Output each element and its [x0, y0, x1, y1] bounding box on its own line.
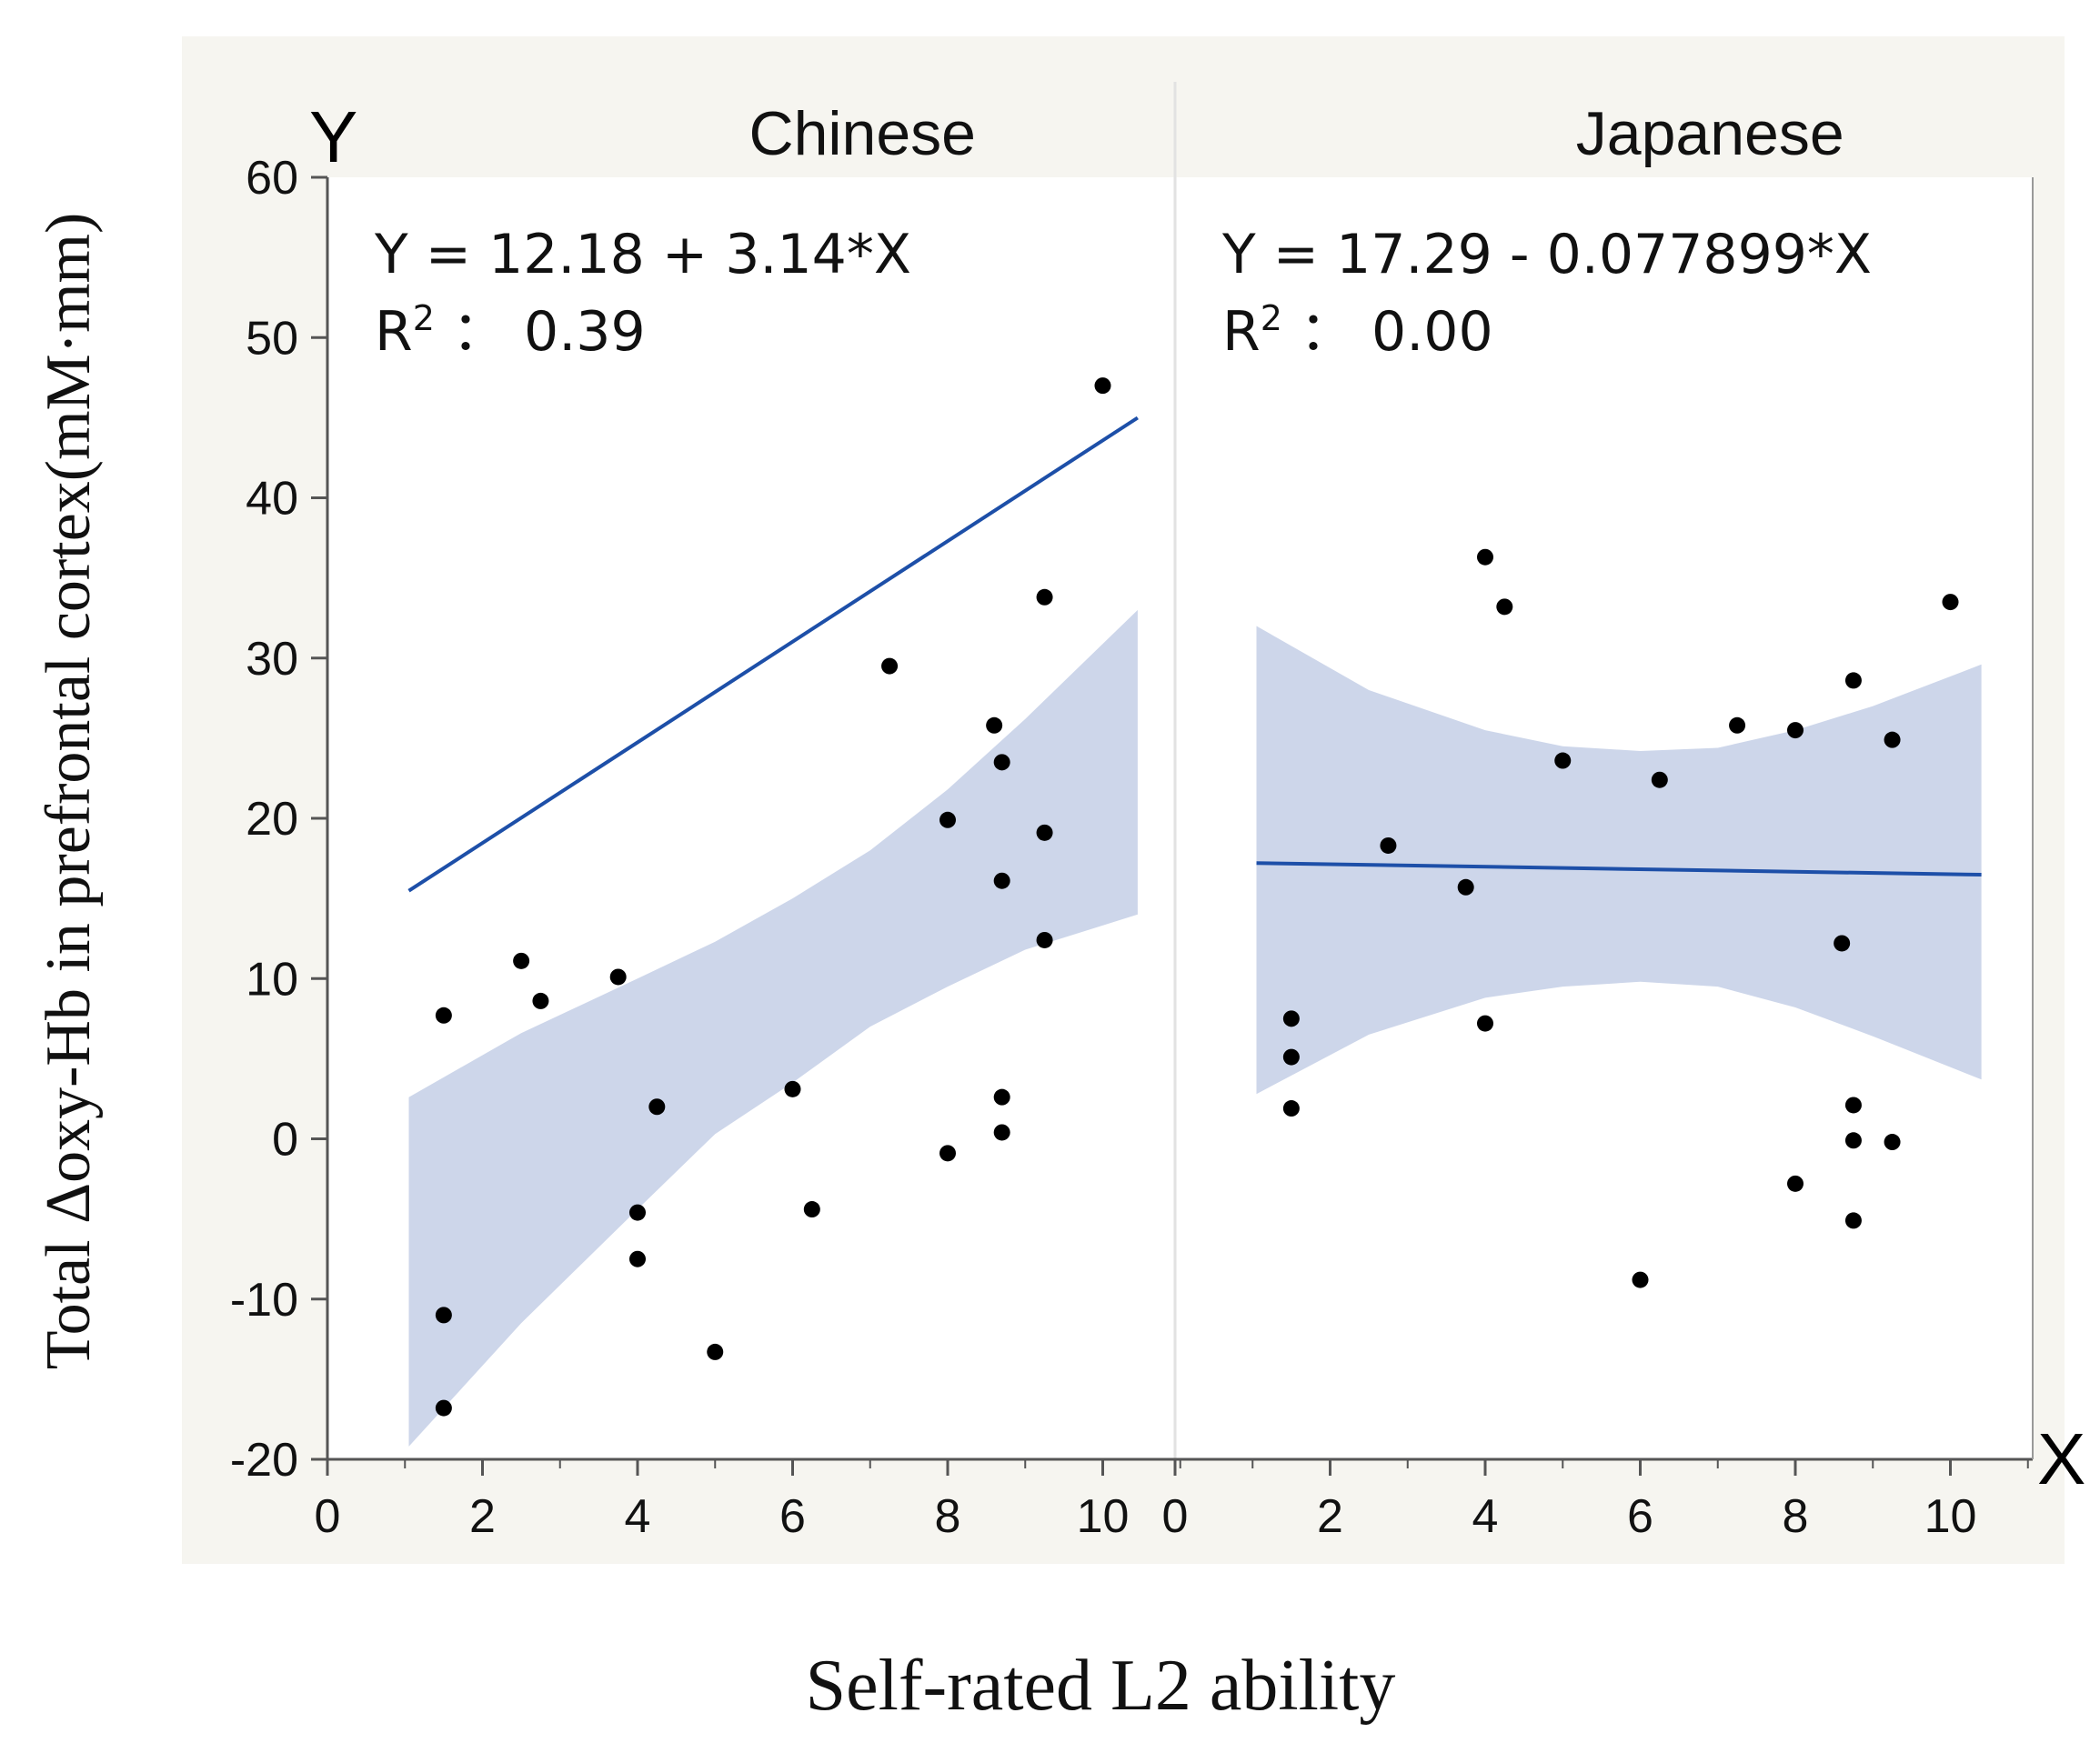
data-point [1844, 1097, 1862, 1114]
y-tick-label: 0 [272, 1114, 298, 1167]
x-tick-label: 0 [1162, 1490, 1189, 1543]
data-point [513, 952, 530, 969]
data-point [1632, 1271, 1649, 1288]
y-tick-label: 10 [246, 953, 298, 1006]
data-point [1884, 731, 1901, 748]
y-tick-label: -20 [230, 1434, 298, 1487]
x-tick-label: 8 [1783, 1490, 1809, 1543]
r-squared-letter: R [375, 300, 413, 364]
data-point [1554, 752, 1572, 769]
data-point [939, 811, 956, 828]
data-point [881, 657, 899, 675]
y-tick-label: 30 [246, 633, 298, 686]
data-point [629, 1204, 646, 1221]
facet-title-chinese: Chinese [749, 99, 976, 168]
r-squared-value: ： 0.00 [1282, 300, 1493, 364]
data-point [993, 1124, 1010, 1141]
data-point [1036, 824, 1053, 841]
x-axis-label: Self-rated L2 ability [806, 1646, 1396, 1726]
data-point [1477, 1015, 1493, 1032]
y-tick-label: 40 [246, 473, 298, 526]
data-point [1457, 878, 1474, 896]
data-point [648, 1098, 666, 1116]
data-point [1477, 548, 1493, 566]
fit-line-japanese [1256, 861, 1982, 877]
panel-chinese: Chinese Y = 12.18 + 3.14*X R2 ： 0.39 [374, 99, 1139, 1447]
y-tick-label: 60 [246, 152, 298, 205]
r-squared-superscript: 2 [1261, 298, 1282, 338]
data-point [993, 1088, 1010, 1106]
data-point [1787, 1175, 1804, 1192]
data-point [1787, 722, 1804, 739]
x-tick-label: 4 [625, 1490, 651, 1543]
data-point [1844, 672, 1862, 689]
x-tick-label: 4 [1472, 1490, 1499, 1543]
data-point [1282, 1100, 1300, 1117]
confidence-band-japanese [1256, 626, 1982, 1095]
r-squared-chinese: R2 ： 0.39 [375, 298, 646, 364]
data-point [1834, 935, 1851, 952]
r-squared-value: ： 0.39 [435, 300, 646, 364]
x-tick-label: 8 [935, 1490, 961, 1543]
x-tick-label: 0 [315, 1490, 341, 1543]
data-point [1729, 716, 1746, 734]
y-tick-label: 50 [246, 312, 298, 365]
x-tick-label: 2 [469, 1490, 496, 1543]
data-point [1282, 1010, 1300, 1027]
data-point [707, 1343, 724, 1360]
data-point [1036, 588, 1053, 606]
data-point [609, 968, 627, 986]
r-squared-japanese: R2 ： 0.00 [1222, 298, 1493, 364]
data-point [1884, 1134, 1901, 1151]
data-point [1282, 1048, 1300, 1066]
r-squared-letter: R [1222, 300, 1261, 364]
y-tick-label: -10 [230, 1274, 298, 1327]
data-point [986, 716, 1003, 734]
regression-equation-japanese: Y = 17.29 - 0.077899*X [1221, 223, 1872, 286]
data-point [1844, 1212, 1862, 1229]
data-point [993, 872, 1010, 889]
data-point [1094, 377, 1111, 395]
x-tick-label: 6 [779, 1490, 806, 1543]
y-tick-label: 20 [246, 793, 298, 846]
data-point [1380, 836, 1397, 854]
y-axis-label: Total Δoxy-Hb in prefrontal cortex(mM·mm… [34, 213, 104, 1370]
data-point [435, 1307, 452, 1324]
data-point [435, 1399, 452, 1417]
data-point [784, 1080, 801, 1097]
facet-title-japanese: Japanese [1576, 99, 1844, 168]
data-point [1942, 594, 1959, 611]
x-tick-label: 6 [1627, 1490, 1653, 1543]
data-point [629, 1250, 646, 1267]
regression-equation-chinese: Y = 12.18 + 3.14*X [374, 223, 911, 286]
x-tick-label: 2 [1317, 1490, 1343, 1543]
x-tick-label: 10 [1077, 1490, 1130, 1543]
fit-line-chinese [407, 416, 1139, 893]
data-point [1496, 598, 1513, 616]
x-axis-letter: X [2037, 1418, 2085, 1499]
data-point [1844, 1132, 1862, 1149]
data-point [435, 1007, 452, 1024]
data-point [803, 1201, 820, 1218]
data-point [993, 754, 1010, 771]
y-axis-letter: Y [309, 96, 357, 177]
data-point [532, 992, 549, 1009]
r-squared-superscript: 2 [413, 298, 435, 338]
x-tick-label: 10 [1924, 1490, 1977, 1543]
data-point [1036, 931, 1053, 948]
panel-japanese: Japanese Y = 17.29 - 0.077899*X R2 ： 0.00 [1221, 99, 1982, 1288]
data-point [1651, 771, 1668, 788]
data-point [939, 1145, 956, 1162]
